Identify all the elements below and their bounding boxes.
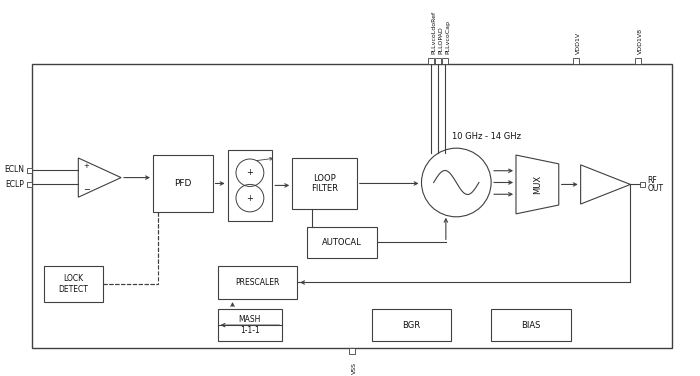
Text: ECLP: ECLP (6, 180, 25, 189)
Text: PLLvcoLdoRef: PLLvcoLdoRef (431, 11, 436, 54)
Text: +: + (246, 168, 253, 177)
Bar (372, 309, 452, 341)
Bar (640, 182, 645, 187)
Text: AUTOCAL: AUTOCAL (322, 238, 362, 247)
Bar (27, 182, 31, 187)
Bar (573, 58, 579, 64)
Bar (228, 150, 272, 221)
Bar (428, 58, 435, 64)
Bar (32, 64, 672, 348)
Text: BIAS: BIAS (522, 321, 540, 330)
Bar (218, 266, 298, 299)
Text: VSS: VSS (352, 362, 357, 374)
Text: RF: RF (648, 176, 657, 185)
Bar (435, 58, 442, 64)
Text: ECLN: ECLN (5, 165, 24, 174)
Polygon shape (580, 165, 631, 204)
Bar (218, 309, 282, 341)
Bar (636, 58, 641, 64)
Text: PFD: PFD (174, 179, 192, 188)
Text: 10 GHz - 14 GHz: 10 GHz - 14 GHz (452, 132, 521, 141)
Text: MASH
1-1-1: MASH 1-1-1 (239, 315, 261, 335)
Text: VDD1V8: VDD1V8 (638, 28, 643, 54)
Text: LOCK
DETECT: LOCK DETECT (58, 274, 88, 294)
Bar (153, 155, 213, 212)
Text: LOOP
FILTER: LOOP FILTER (311, 174, 338, 193)
Bar (292, 158, 357, 209)
Bar (43, 266, 103, 302)
Bar (491, 309, 570, 341)
Text: VDD1V: VDD1V (575, 32, 581, 54)
Polygon shape (516, 155, 559, 214)
Bar (307, 227, 377, 258)
Text: −: − (83, 185, 90, 194)
Bar (27, 168, 31, 173)
Text: +: + (246, 194, 253, 203)
Text: MUX: MUX (533, 175, 542, 194)
Bar (349, 348, 355, 354)
Text: +: + (83, 163, 89, 169)
Text: PLLOPAD: PLLOPAD (438, 26, 443, 54)
Text: OUT: OUT (648, 184, 664, 193)
Text: PRESCALER: PRESCALER (235, 278, 279, 287)
Bar (442, 58, 448, 64)
Text: BGR: BGR (402, 321, 421, 330)
Text: PLLvcoCap: PLLvcoCap (445, 20, 450, 54)
Polygon shape (78, 158, 121, 197)
